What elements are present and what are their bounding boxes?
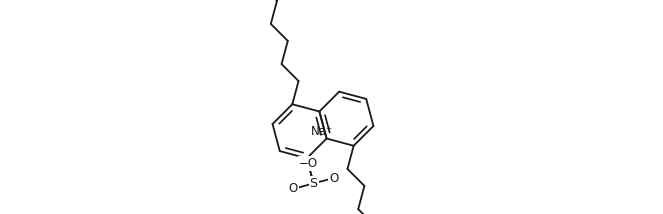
- Text: −O: −O: [298, 157, 318, 170]
- Text: O: O: [288, 182, 298, 195]
- Text: O: O: [330, 171, 339, 184]
- Text: S: S: [310, 177, 318, 190]
- Text: Na⁺: Na⁺: [310, 125, 333, 138]
